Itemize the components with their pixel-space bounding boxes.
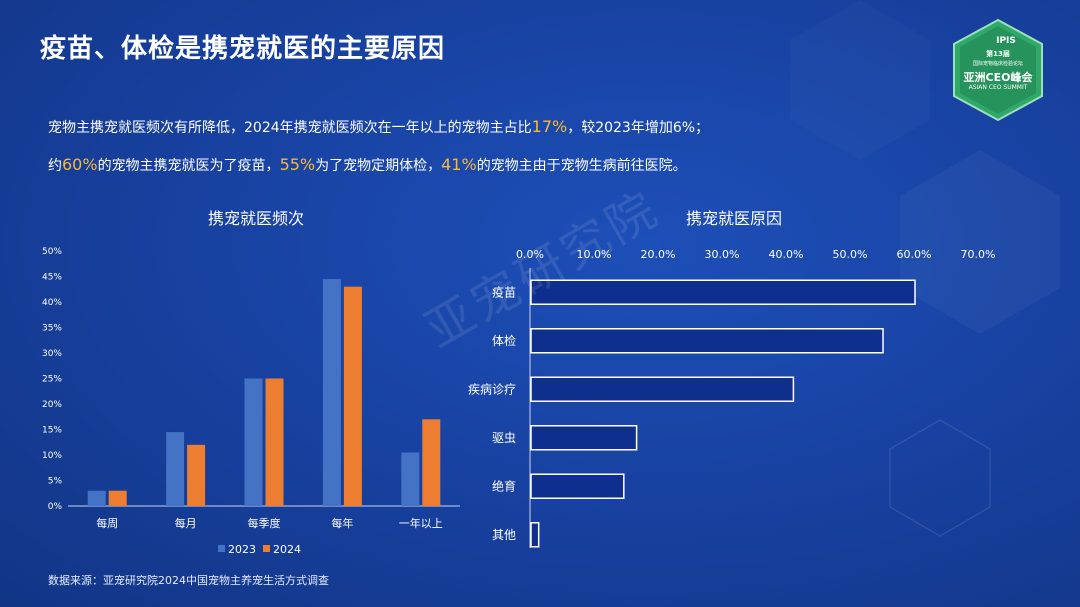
legend-label-2024: 2024 — [273, 543, 301, 556]
bar-2023-一年以上 — [401, 452, 420, 506]
bar-2024-每季度 — [265, 378, 284, 506]
bar-2024-每年 — [343, 286, 362, 506]
y-tick-label: 体检 — [492, 333, 516, 348]
y-tick-label: 10% — [42, 451, 62, 461]
legend-label-2023: 2023 — [228, 543, 256, 556]
description-line-2: 约60%的宠物主携宠就医为了疫苗，55%为了宠物定期体检，41%的宠物主由于宠物… — [48, 155, 687, 175]
logo-edition: 第13届 — [986, 50, 1010, 58]
y-tick-label: 驱虫 — [492, 431, 516, 445]
desc2-highlight-illness: 41% — [441, 155, 477, 174]
y-tick-label: 40% — [42, 298, 62, 308]
y-tick-label: 0% — [48, 502, 63, 512]
legend-swatch-2024 — [263, 545, 270, 552]
logo-summit-en: ASIAN CEO SUMMIT — [968, 84, 1028, 91]
x-tick-label: 70.0% — [961, 248, 996, 261]
y-tick-label: 20% — [42, 400, 62, 410]
desc2-text-g: 的宠物主由于宠物生病前往医院。 — [476, 158, 687, 174]
y-tick-label: 绝育 — [492, 478, 516, 493]
bar-2023-每季度 — [244, 378, 263, 506]
x-tick-label: 0.0% — [516, 248, 544, 261]
data-source: 数据来源：亚宠研究院2024中国宠物主养宠生活方式调查 — [48, 574, 329, 587]
bar-2024-一年以上 — [422, 419, 441, 506]
frequency-chart-title: 携宠就医频次 — [208, 209, 305, 228]
bar-2023-每月 — [166, 432, 185, 506]
x-tick-label: 60.0% — [897, 248, 932, 261]
logo-brand: IPIS — [996, 36, 1016, 46]
description-line-1: 宠物主携宠就医频次有所降低，2024年携宠就医频次在一年以上的宠物主占比17%，… — [48, 117, 709, 137]
y-tick-label: 50% — [42, 247, 62, 257]
logo-summit-name: 亚洲CEO峰会 — [963, 71, 1033, 84]
x-tick-label: 每周 — [96, 516, 118, 530]
x-tick-label: 每季度 — [248, 516, 281, 530]
desc1-text-c: ，较2023年增加6%； — [567, 120, 710, 136]
x-tick-label: 50.0% — [833, 248, 868, 261]
summit-logo: IPIS 第13届 国际宠物临床检验论坛 亚洲CEO峰会 ASIAN CEO S… — [952, 18, 1044, 122]
hexagon-logo-icon — [953, 18, 1043, 122]
x-tick-label: 一年以上 — [399, 516, 443, 530]
x-tick-label: 20.0% — [641, 248, 676, 261]
desc2-text-a: 约 — [48, 158, 62, 174]
x-tick-label: 40.0% — [769, 248, 804, 261]
x-tick-label: 10.0% — [577, 248, 612, 261]
y-tick-label: 其他 — [492, 528, 516, 542]
legend-swatch-2023 — [218, 545, 225, 552]
page-title: 疫苗、体检是携宠就医的主要原因 — [40, 34, 446, 64]
bar-2024-每月 — [187, 444, 206, 506]
y-tick-label: 30% — [42, 349, 62, 359]
desc1-text-a: 宠物主携宠就医频次有所降低，2024年携宠就医频次在一年以上的宠物主占比 — [48, 120, 532, 136]
desc2-text-c: 的宠物主携宠就医为了疫苗， — [97, 158, 280, 174]
bar-2023-每周 — [87, 490, 106, 506]
bar-绝育 — [530, 473, 625, 499]
y-tick-label: 疫苗 — [492, 284, 516, 299]
x-tick-label: 30.0% — [705, 248, 740, 261]
desc2-highlight-vaccine: 60% — [62, 155, 98, 174]
reason-chart-title: 携宠就医原因 — [686, 209, 783, 228]
y-tick-label: 45% — [42, 273, 62, 283]
y-tick-label: 35% — [42, 324, 62, 334]
y-tick-label: 15% — [42, 426, 62, 436]
bar-疾病诊疗 — [530, 376, 795, 402]
bar-2024-每周 — [108, 490, 127, 506]
bar-疫苗 — [530, 279, 916, 305]
desc2-text-e: 为了宠物定期体检， — [315, 158, 442, 174]
bar-体检 — [530, 328, 884, 354]
y-tick-label: 25% — [42, 375, 62, 385]
bar-2023-每年 — [322, 279, 341, 506]
y-tick-label: 5% — [48, 477, 63, 487]
logo-subtitle: 国际宠物临床检验论坛 — [972, 61, 1023, 67]
bar-驱虫 — [530, 425, 638, 451]
desc1-highlight: 17% — [531, 117, 568, 136]
bar-其他 — [530, 522, 540, 548]
x-tick-label: 每月 — [175, 516, 197, 530]
y-tick-label: 疾病诊疗 — [468, 381, 516, 396]
x-tick-label: 每年 — [331, 516, 353, 530]
desc2-highlight-checkup: 55% — [279, 155, 316, 174]
